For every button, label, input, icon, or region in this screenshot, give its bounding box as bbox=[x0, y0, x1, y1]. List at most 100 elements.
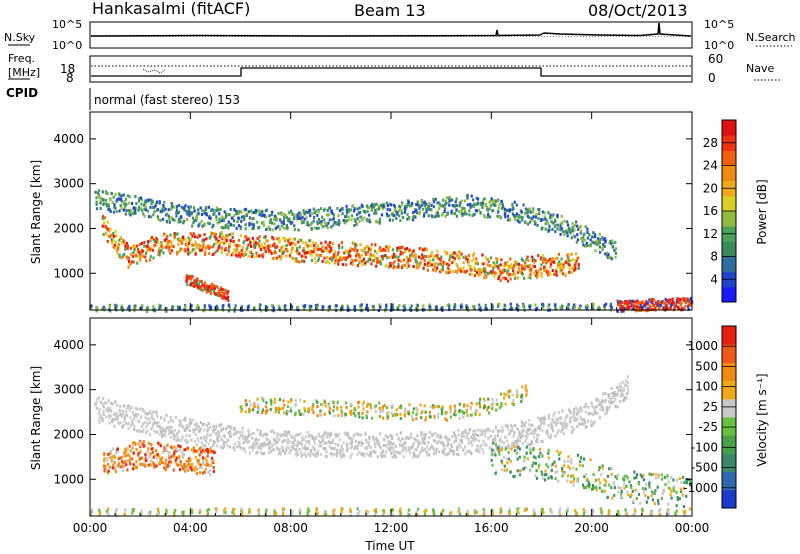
range-cell bbox=[192, 283, 195, 287]
range-cell bbox=[365, 438, 368, 442]
range-cell bbox=[411, 211, 415, 215]
range-cell bbox=[233, 432, 236, 436]
range-cell bbox=[374, 404, 378, 408]
range-cell bbox=[411, 255, 414, 259]
range-cell bbox=[527, 265, 530, 269]
range-cell bbox=[335, 309, 338, 313]
range-cell bbox=[459, 251, 462, 255]
range-cell bbox=[509, 302, 512, 306]
range-cell bbox=[397, 255, 400, 259]
range-cell bbox=[389, 433, 392, 437]
range-cell bbox=[588, 412, 592, 416]
range-cell bbox=[507, 269, 510, 273]
range-cell bbox=[443, 447, 446, 451]
range-cell bbox=[230, 253, 233, 257]
range-cell bbox=[154, 243, 157, 247]
range-cell bbox=[201, 283, 204, 287]
range-cell bbox=[140, 251, 143, 255]
range-cell bbox=[451, 212, 455, 216]
range-cell bbox=[216, 249, 219, 253]
range-cell bbox=[617, 389, 620, 393]
range-cell bbox=[516, 436, 520, 440]
range-cell bbox=[195, 306, 198, 310]
range-cell bbox=[554, 257, 557, 261]
range-cell bbox=[366, 219, 369, 223]
range-cell bbox=[448, 438, 451, 442]
range-cell bbox=[101, 307, 104, 311]
range-cell bbox=[268, 214, 271, 218]
range-cell bbox=[101, 190, 104, 194]
range-cell bbox=[319, 452, 322, 456]
range-cell bbox=[182, 467, 185, 471]
range-cell bbox=[135, 465, 138, 469]
range-cell bbox=[105, 204, 109, 208]
range-cell bbox=[416, 200, 419, 204]
range-cell bbox=[139, 440, 143, 444]
colorbar-segment bbox=[722, 286, 736, 303]
range-cell bbox=[601, 246, 604, 250]
range-cell bbox=[439, 204, 442, 208]
range-cell bbox=[614, 397, 617, 401]
range-cell bbox=[267, 225, 270, 229]
range-cell bbox=[576, 407, 579, 411]
range-cell bbox=[200, 441, 203, 445]
range-cell bbox=[316, 258, 320, 262]
range-cell bbox=[486, 271, 489, 275]
range-cell bbox=[529, 432, 532, 436]
range-cell bbox=[150, 412, 153, 416]
range-cell bbox=[109, 227, 112, 231]
range-cell bbox=[414, 255, 417, 259]
range-cell bbox=[218, 292, 222, 296]
range-cell bbox=[590, 402, 593, 406]
range-cell bbox=[441, 405, 444, 409]
range-cell bbox=[511, 273, 514, 277]
range-cell bbox=[225, 212, 228, 216]
range-cell bbox=[133, 424, 136, 428]
range-cell bbox=[386, 207, 389, 211]
range-cell bbox=[569, 411, 572, 415]
range-cell bbox=[125, 209, 128, 213]
range-cell bbox=[149, 427, 153, 431]
range-cell bbox=[274, 439, 277, 443]
range-cell bbox=[315, 399, 318, 403]
range-cell bbox=[497, 302, 500, 306]
range-cell bbox=[288, 433, 292, 437]
range-cell bbox=[492, 438, 495, 442]
range-cell bbox=[255, 441, 258, 445]
range-cell bbox=[626, 384, 629, 388]
range-cell bbox=[366, 410, 369, 414]
range-cell bbox=[139, 196, 143, 200]
range-cell bbox=[495, 445, 498, 449]
range-cell bbox=[462, 266, 465, 270]
range-cell bbox=[179, 460, 182, 464]
range-cell bbox=[200, 219, 203, 223]
range-cell bbox=[420, 247, 423, 251]
range-cell bbox=[201, 238, 204, 242]
range-cell bbox=[394, 255, 397, 259]
range-cell bbox=[626, 307, 629, 311]
range-cell bbox=[251, 236, 254, 240]
range-cell bbox=[512, 272, 515, 276]
range-cell bbox=[437, 415, 440, 419]
range-cell bbox=[636, 305, 639, 309]
range-cell bbox=[320, 241, 323, 245]
range-cell bbox=[348, 251, 351, 255]
range-cell bbox=[597, 305, 600, 309]
range-cell bbox=[215, 444, 219, 448]
range-cell bbox=[590, 419, 593, 423]
range-cell bbox=[170, 445, 173, 449]
range-cell bbox=[171, 244, 174, 248]
range-cell bbox=[500, 447, 503, 451]
range-cell bbox=[248, 451, 252, 455]
range-cell bbox=[95, 406, 98, 410]
range-cell bbox=[258, 213, 261, 217]
range-cell bbox=[291, 212, 294, 216]
range-cell bbox=[551, 269, 554, 273]
range-cell bbox=[173, 205, 176, 209]
range-cell bbox=[163, 417, 166, 421]
range-cell bbox=[445, 196, 449, 200]
range-cell bbox=[440, 268, 443, 272]
range-cell bbox=[392, 442, 395, 446]
range-cell bbox=[185, 434, 188, 438]
